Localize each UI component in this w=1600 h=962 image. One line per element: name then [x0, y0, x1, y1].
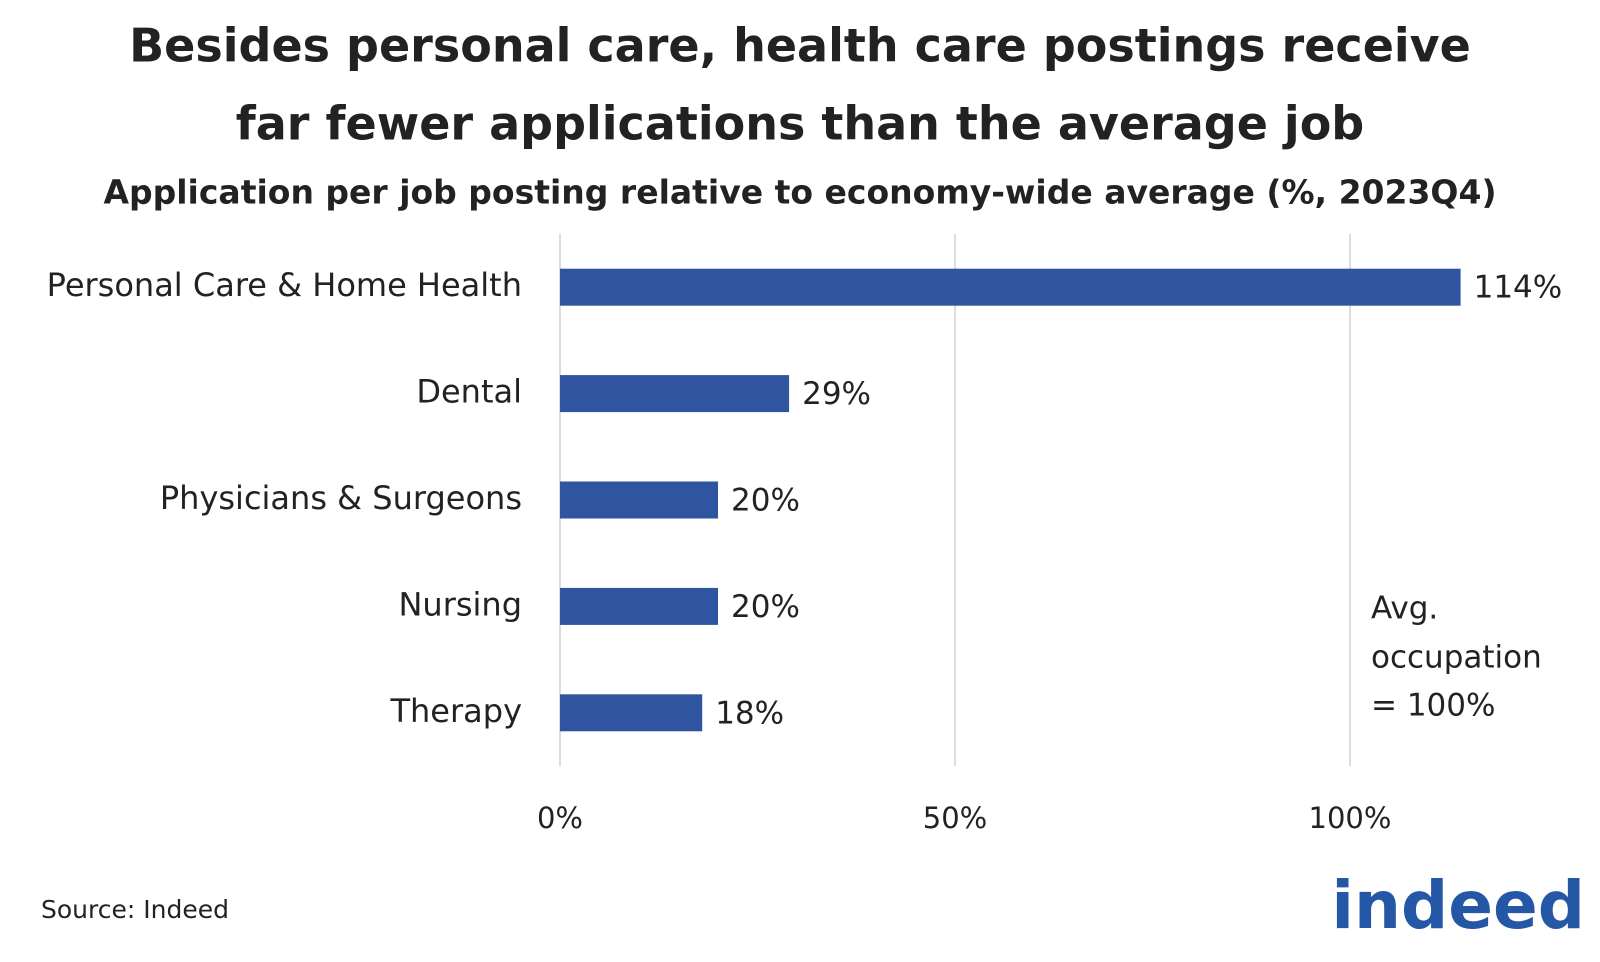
bar	[560, 587, 718, 625]
value-label: 114%	[1474, 270, 1563, 306]
value-label: 20%	[731, 483, 800, 519]
y-tick-label: Nursing	[398, 585, 522, 623]
annotation: occupation	[1371, 640, 1542, 676]
value-label: 18%	[715, 695, 784, 731]
logo: indeed	[1331, 867, 1585, 944]
x-tick-label: 0%	[537, 801, 583, 835]
chart-title: Besides personal care, health care posti…	[129, 19, 1471, 73]
bar	[560, 694, 703, 732]
value-label: 29%	[802, 376, 871, 412]
y-tick-label: Therapy	[389, 692, 522, 730]
chart-title: far fewer applications than the average …	[236, 97, 1364, 151]
annotation: = 100%	[1371, 688, 1495, 724]
x-tick-label: 50%	[923, 801, 987, 835]
bar	[560, 481, 718, 519]
source: Source: Indeed	[41, 895, 229, 924]
x-tick-label: 100%	[1309, 801, 1392, 835]
y-tick-label: Dental	[416, 373, 522, 411]
bar	[560, 375, 790, 413]
value-label: 20%	[731, 589, 800, 625]
annotation: Avg.	[1371, 591, 1438, 627]
bar	[560, 268, 1461, 306]
chart-subtitle: Application per job posting relative to …	[103, 173, 1496, 212]
y-tick-label: Physicians & Surgeons	[160, 479, 522, 517]
y-tick-label: Personal Care & Home Health	[47, 266, 522, 304]
